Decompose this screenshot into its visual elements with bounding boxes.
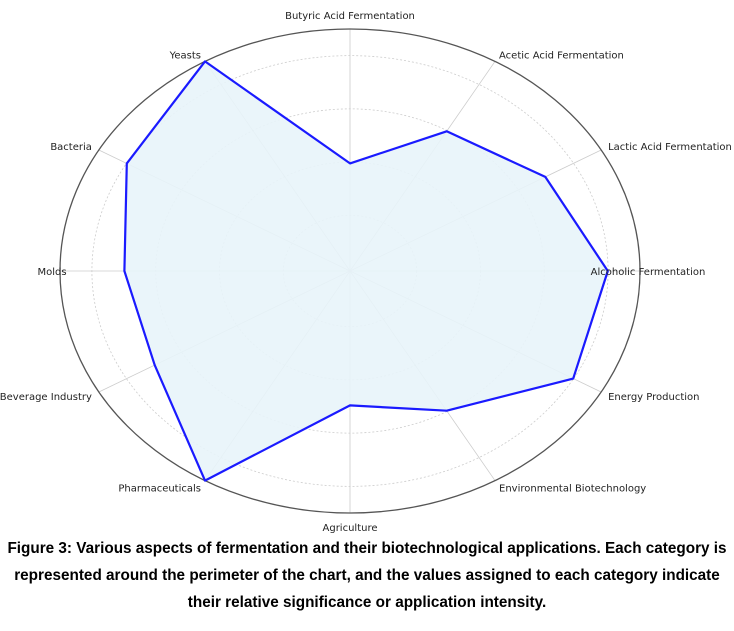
category-label: Food and Beverage Industry: [0, 392, 92, 403]
category-label: Lactic Acid Fermentation: [608, 142, 732, 153]
figure-caption: Figure 3: Various aspects of fermentatio…: [7, 540, 727, 611]
outer-ring: [59, 28, 641, 514]
category-label: Alcoholic Fermentation: [591, 267, 706, 278]
category-label: Energy Production: [608, 392, 699, 403]
category-label: Acetic Acid Fermentation: [499, 51, 624, 62]
category-label: Butyric Acid Fermentation: [285, 11, 415, 22]
series-layer: [123, 60, 609, 482]
category-label: Yeasts: [169, 51, 201, 62]
category-label: Agriculture: [323, 523, 378, 534]
radar-chart: Alcoholic Fermentation Lactic Acid Fermen…: [0, 11, 732, 534]
category-label: Bacteria: [50, 142, 92, 153]
label-layer: Alcoholic Fermentation Lactic Acid Fermen…: [0, 11, 732, 534]
category-label: Molds: [37, 267, 66, 278]
series-line: [123, 60, 609, 482]
category-label: Environmental Biotechnology: [499, 484, 646, 495]
category-label: Pharmaceuticals: [118, 484, 201, 495]
series-fill: [124, 61, 608, 481]
